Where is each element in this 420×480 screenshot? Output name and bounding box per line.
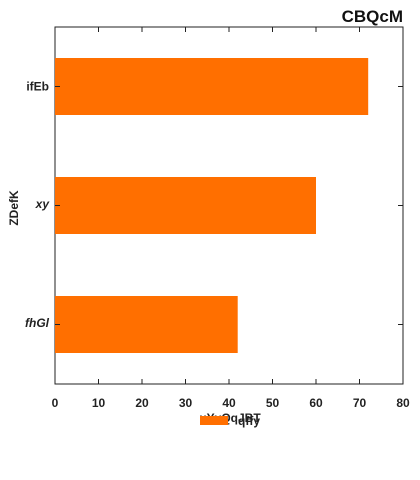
bar-fhGl bbox=[55, 296, 238, 353]
x-tick-label: 30 bbox=[179, 396, 193, 410]
x-tick-label: 40 bbox=[222, 396, 236, 410]
y-tick-label: ifEb bbox=[26, 80, 49, 94]
y-tick-label: xy bbox=[35, 197, 51, 211]
x-tick-label: 70 bbox=[353, 396, 367, 410]
bars-group bbox=[55, 58, 369, 353]
bar-xy bbox=[55, 177, 316, 234]
y-axis-label: ZDefK bbox=[7, 190, 21, 226]
x-axis-ticks: 0 10 20 30 40 50 60 70 80 bbox=[52, 27, 410, 410]
legend: qffy bbox=[200, 414, 260, 428]
y-tick-label: fhGl bbox=[25, 316, 50, 330]
x-tick-label: 80 bbox=[396, 396, 410, 410]
legend-swatch bbox=[200, 416, 228, 425]
y-axis-ticks: ifEb xy fhGl bbox=[25, 80, 403, 330]
x-tick-label: 20 bbox=[135, 396, 149, 410]
legend-label: qffy bbox=[238, 414, 260, 428]
chart-title: CBQcM bbox=[342, 7, 403, 26]
x-tick-label: 60 bbox=[309, 396, 323, 410]
bar-ifEb bbox=[55, 58, 369, 115]
plot-area: 0 10 20 30 40 50 60 70 80 ifEb xy fhGl bbox=[25, 26, 410, 410]
x-tick-label: 50 bbox=[266, 396, 280, 410]
x-tick-label: 0 bbox=[52, 396, 59, 410]
x-tick-label: 10 bbox=[92, 396, 106, 410]
